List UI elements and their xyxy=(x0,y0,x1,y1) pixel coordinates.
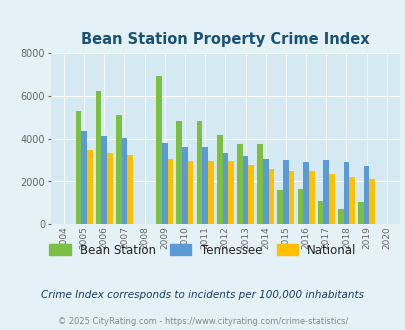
Bar xyxy=(87,150,92,224)
Bar xyxy=(328,174,334,224)
Bar xyxy=(262,159,268,224)
Bar xyxy=(162,143,167,224)
Bar xyxy=(167,159,173,224)
Bar xyxy=(237,144,242,224)
Bar xyxy=(363,166,369,224)
Bar xyxy=(156,76,162,224)
Bar xyxy=(127,155,132,224)
Bar xyxy=(323,160,328,224)
Bar xyxy=(121,138,127,224)
Bar xyxy=(317,201,323,224)
Title: Bean Station Property Crime Index: Bean Station Property Crime Index xyxy=(81,32,369,48)
Bar xyxy=(337,209,343,224)
Bar xyxy=(107,152,113,224)
Text: Crime Index corresponds to incidents per 100,000 inhabitants: Crime Index corresponds to incidents per… xyxy=(41,290,364,300)
Bar xyxy=(182,147,188,224)
Bar xyxy=(268,169,273,224)
Bar xyxy=(343,162,348,224)
Bar xyxy=(96,91,101,224)
Bar xyxy=(357,202,363,224)
Legend: Bean Station, Tennessee, National: Bean Station, Tennessee, National xyxy=(45,239,360,261)
Bar xyxy=(101,137,107,224)
Bar xyxy=(116,115,121,224)
Bar xyxy=(369,180,374,224)
Bar xyxy=(222,152,228,224)
Bar xyxy=(176,121,182,224)
Bar xyxy=(277,190,282,224)
Bar xyxy=(308,171,314,224)
Text: © 2025 CityRating.com - https://www.cityrating.com/crime-statistics/: © 2025 CityRating.com - https://www.city… xyxy=(58,316,347,326)
Bar xyxy=(202,147,207,224)
Bar xyxy=(75,111,81,224)
Bar xyxy=(188,161,193,224)
Bar xyxy=(282,160,288,224)
Bar xyxy=(228,161,233,224)
Bar xyxy=(297,189,303,224)
Bar xyxy=(288,171,294,224)
Bar xyxy=(303,162,308,224)
Bar xyxy=(248,165,254,224)
Bar xyxy=(207,161,213,224)
Bar xyxy=(257,144,262,224)
Bar xyxy=(81,131,87,224)
Bar xyxy=(242,156,248,224)
Bar xyxy=(216,135,222,224)
Bar xyxy=(196,121,202,224)
Bar xyxy=(348,177,354,224)
